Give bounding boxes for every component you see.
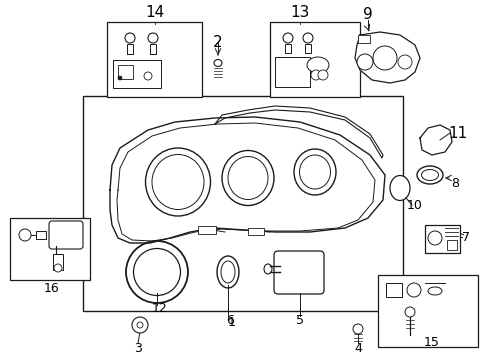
Ellipse shape: [227, 157, 267, 199]
Text: 2: 2: [213, 35, 223, 50]
Bar: [113, 60, 161, 88]
Bar: [10, 218, 90, 280]
Ellipse shape: [303, 33, 312, 43]
Bar: [53, 254, 63, 270]
Text: 6: 6: [225, 314, 233, 327]
Polygon shape: [354, 32, 419, 83]
Ellipse shape: [264, 264, 271, 274]
Text: 4: 4: [353, 342, 361, 355]
Ellipse shape: [299, 155, 330, 189]
Text: 11: 11: [447, 126, 467, 140]
Circle shape: [404, 307, 414, 317]
Ellipse shape: [152, 154, 203, 210]
Ellipse shape: [421, 170, 438, 180]
Circle shape: [317, 70, 327, 80]
Bar: [118, 65, 133, 79]
Bar: [446, 240, 456, 250]
FancyBboxPatch shape: [273, 251, 324, 294]
Bar: [377, 275, 477, 347]
Text: 12: 12: [152, 302, 167, 315]
Ellipse shape: [293, 149, 335, 195]
Circle shape: [137, 322, 142, 328]
Circle shape: [406, 283, 420, 297]
Ellipse shape: [125, 33, 135, 43]
Ellipse shape: [222, 150, 273, 206]
Circle shape: [427, 231, 441, 245]
Ellipse shape: [214, 59, 222, 67]
Bar: [424, 225, 459, 253]
FancyBboxPatch shape: [49, 221, 83, 249]
Circle shape: [356, 54, 372, 70]
Bar: [150, 44, 156, 54]
Text: 14: 14: [145, 5, 164, 19]
Ellipse shape: [283, 33, 292, 43]
Circle shape: [397, 55, 411, 69]
Circle shape: [372, 46, 396, 70]
Bar: [83, 96, 402, 311]
Bar: [36, 231, 46, 239]
Bar: [305, 44, 310, 53]
Circle shape: [19, 229, 31, 241]
Ellipse shape: [416, 166, 442, 184]
Bar: [247, 228, 264, 235]
Bar: [385, 283, 401, 297]
Circle shape: [143, 72, 152, 80]
Text: 1: 1: [227, 316, 235, 329]
Ellipse shape: [133, 248, 180, 296]
Bar: [198, 226, 216, 234]
Ellipse shape: [217, 256, 239, 288]
Circle shape: [118, 76, 122, 80]
Circle shape: [54, 264, 62, 272]
Ellipse shape: [221, 261, 235, 283]
Ellipse shape: [306, 57, 328, 73]
Text: 10: 10: [406, 198, 422, 212]
Polygon shape: [419, 125, 451, 155]
Ellipse shape: [145, 148, 210, 216]
Text: 3: 3: [134, 342, 142, 355]
Circle shape: [132, 317, 148, 333]
Text: 9: 9: [363, 6, 372, 22]
Bar: [274, 57, 309, 87]
Ellipse shape: [389, 175, 409, 201]
Bar: [285, 44, 290, 53]
Polygon shape: [215, 106, 382, 158]
Text: 8: 8: [450, 176, 458, 189]
Text: 16: 16: [44, 282, 60, 294]
Text: 5: 5: [295, 314, 304, 327]
Ellipse shape: [148, 33, 158, 43]
Text: 13: 13: [290, 5, 309, 19]
Bar: [107, 22, 202, 97]
Bar: [357, 35, 369, 43]
Circle shape: [310, 70, 320, 80]
Text: 15: 15: [423, 336, 439, 348]
Bar: [127, 44, 133, 54]
Ellipse shape: [126, 241, 187, 303]
Text: 7: 7: [461, 230, 469, 243]
Bar: [269, 22, 359, 97]
Circle shape: [352, 324, 362, 334]
Ellipse shape: [427, 287, 441, 295]
